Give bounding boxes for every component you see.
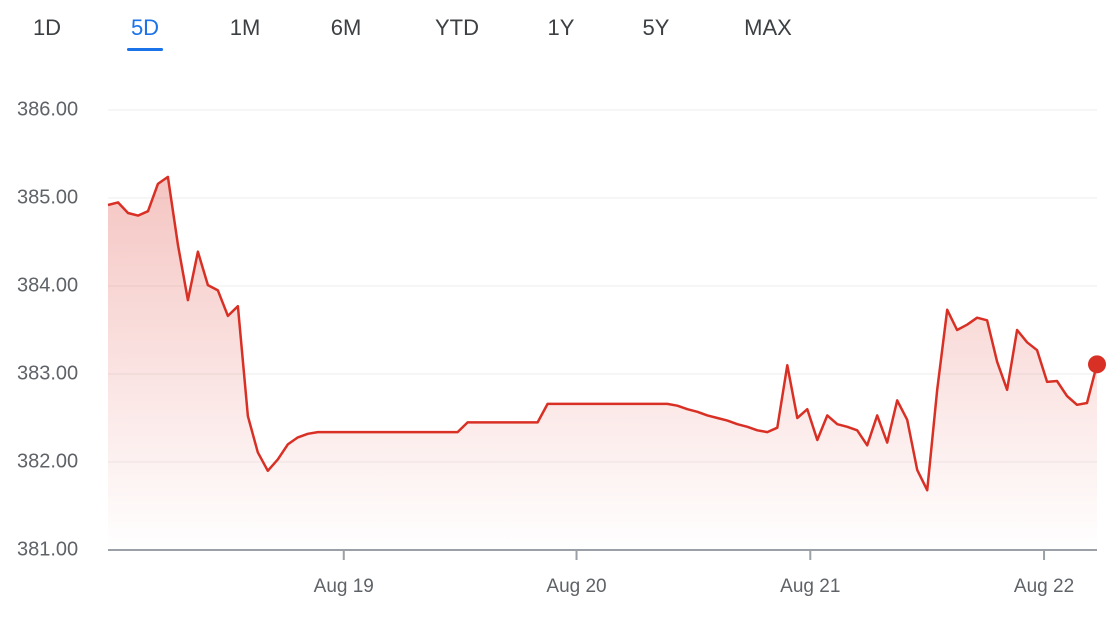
price-area	[108, 176, 1097, 550]
x-tick-label: Aug 21	[780, 576, 840, 597]
y-tick-label: 385.00	[17, 186, 78, 208]
range-tab[interactable]: 5Y	[643, 15, 670, 40]
x-tick-label: Aug 20	[546, 576, 606, 597]
range-tab[interactable]: 5D	[131, 15, 159, 40]
range-tab[interactable]: YTD	[435, 15, 479, 40]
y-tick-label: 384.00	[17, 274, 78, 296]
range-tab[interactable]: 1Y	[548, 15, 575, 40]
range-tab[interactable]: MAX	[744, 15, 792, 40]
y-tick-label: 382.00	[17, 450, 78, 472]
range-tab[interactable]: 6M	[331, 15, 362, 40]
last-price-dot	[1088, 355, 1106, 374]
price-line	[107, 175, 1099, 492]
x-tick-label: Aug 19	[314, 576, 374, 597]
y-tick-label: 381.00	[17, 538, 78, 560]
y-tick-label: 386.00	[17, 98, 78, 120]
y-tick-label: 383.00	[17, 362, 78, 384]
selected-tab-underline	[126, 48, 164, 51]
range-tab[interactable]: 1M	[230, 15, 261, 40]
range-tab[interactable]: 1D	[33, 15, 61, 40]
x-tick-label: Aug 22	[1014, 576, 1074, 597]
